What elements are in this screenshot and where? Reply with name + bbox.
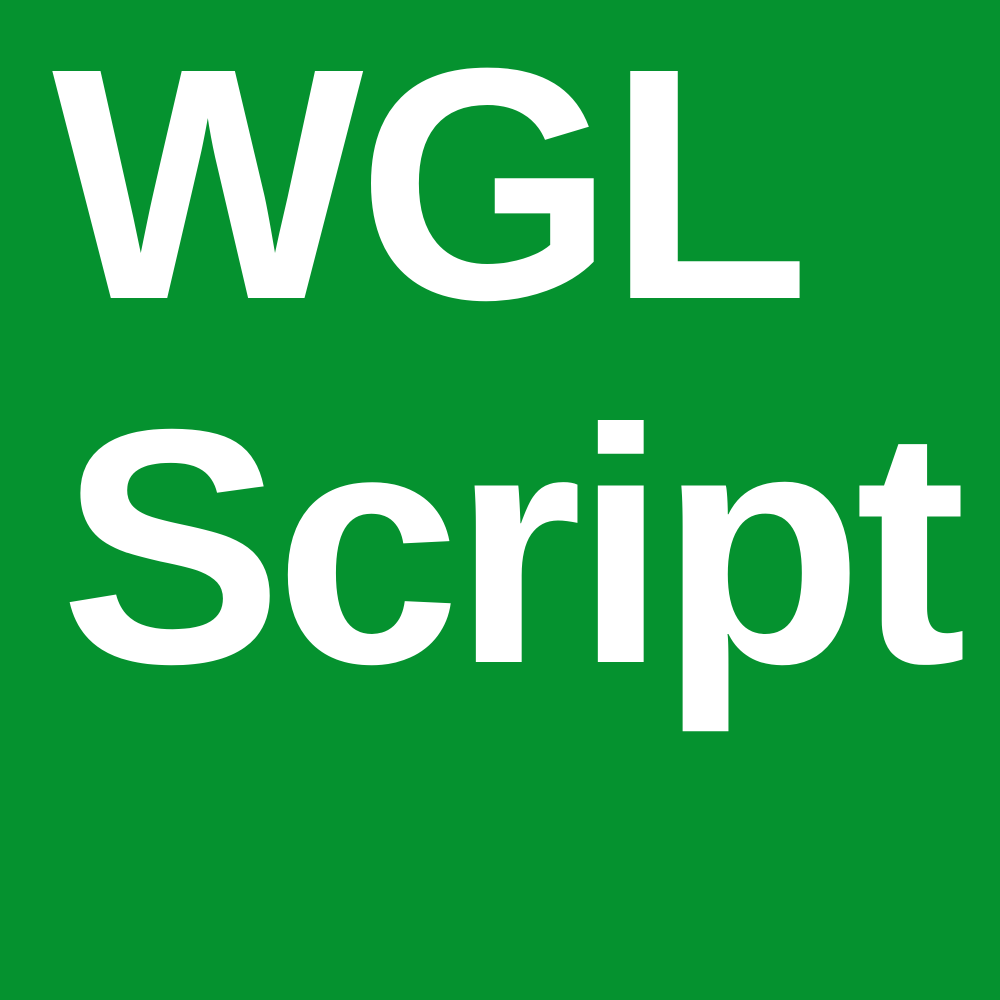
logo-text-line-1: WGL (52, 0, 810, 368)
logo-text-line-2: Script (60, 360, 967, 733)
